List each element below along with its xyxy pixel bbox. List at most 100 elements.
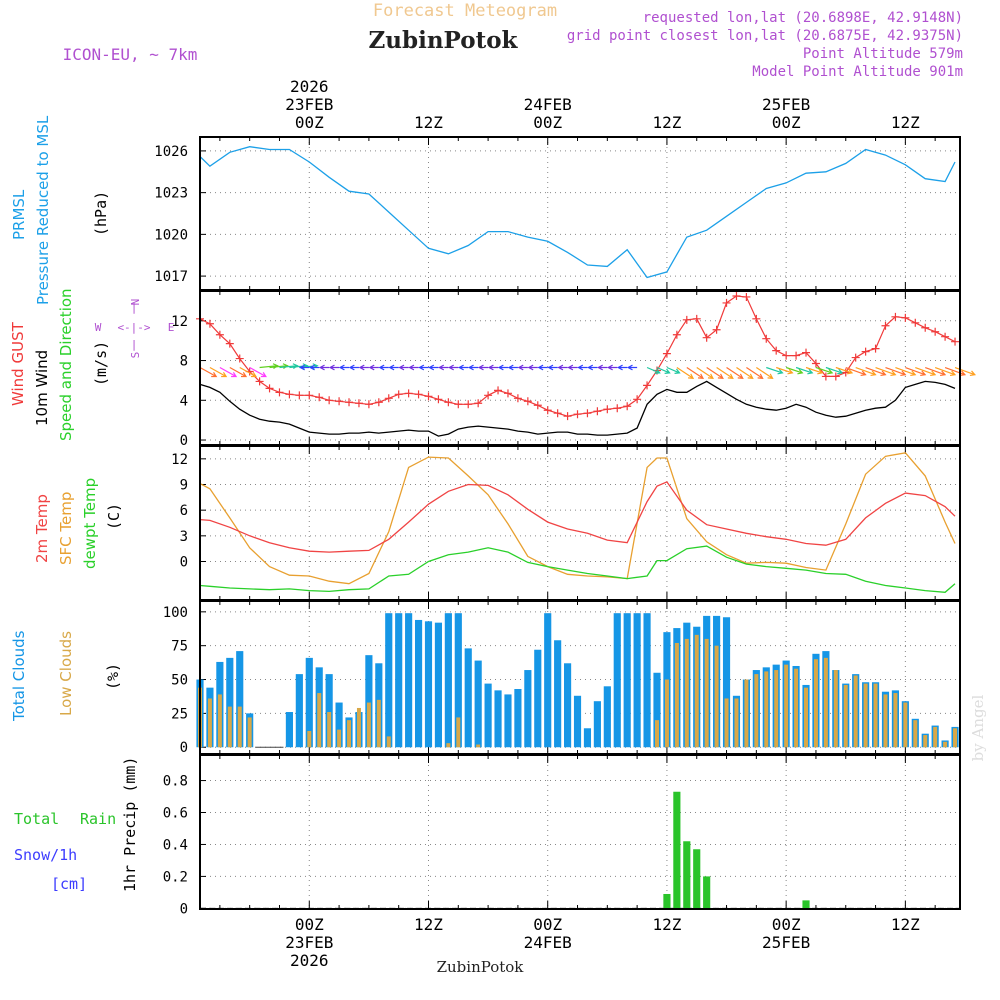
y-tick-label: 50 (171, 673, 188, 689)
wind-direction-arrow (626, 364, 638, 371)
wind-direction-arrow (567, 364, 578, 371)
low-cloud-bar (217, 694, 222, 748)
total-cloud-bar (544, 613, 552, 748)
rain-bar (683, 841, 691, 909)
low-cloud-bar (337, 729, 342, 748)
top-time-label: 12Z (891, 113, 920, 132)
wind-direction-arrow (895, 366, 917, 377)
total-cloud-bar (295, 674, 303, 748)
top-time-label: 00Z (772, 113, 801, 132)
bottom-time-label: 00Z (772, 915, 801, 934)
y-tick-label: 4 (180, 393, 188, 409)
compass-down-arrow: | (131, 338, 138, 351)
wind-gust-point (533, 401, 542, 410)
station-title: ZubinPotok (369, 27, 519, 54)
wind-gust-point (821, 372, 830, 381)
chart-panels: 1017 1020 1023 1026 0 4 8 12 0 3 6 9 12 0 25 50 75 100 0 0.… (154, 136, 977, 917)
low-cloud-bar (794, 668, 799, 748)
low-cloud-bar (744, 679, 749, 748)
wind-dir-label: Speed and Direction (57, 288, 75, 441)
low-cloud-bar (237, 706, 242, 748)
total-cloud-bar (414, 619, 423, 748)
y-tick-label: 0.6 (163, 806, 188, 822)
total-cloud-bar (554, 640, 562, 748)
wind-direction-arrow (448, 364, 459, 371)
low-cloud-bar (446, 743, 451, 748)
total-cloud-bar (583, 728, 592, 748)
total-cloud-bar (454, 613, 462, 748)
total-cloud-bar (524, 670, 532, 748)
y-tick-label: 0 (180, 433, 188, 449)
wind-gust-point (672, 330, 681, 339)
low-cloud-bar (873, 683, 878, 748)
panel-wind: 0 4 8 12 (171, 291, 977, 449)
temp-panel-labels: 2m Temp SFC Temp dewpt Temp (C) (33, 478, 123, 569)
wind-gust-point (712, 325, 721, 334)
wind-direction-arrow (378, 364, 389, 371)
bottom-time-label: 12Z (891, 915, 920, 934)
y-tick-label: 6 (180, 503, 188, 519)
bottom-time-label: 12Z (652, 915, 681, 934)
wind-direction-arrow (547, 364, 558, 371)
low-cloud-bar (307, 730, 312, 748)
top-date-label: 23FEB (285, 95, 333, 114)
total-cloud-bar (613, 613, 621, 748)
y-tick-label: 1020 (154, 227, 188, 243)
wind-gust-point (941, 332, 950, 341)
wind-direction-arrow (557, 364, 568, 371)
wind-direction-arrow (527, 364, 538, 371)
wind-gust-point (414, 390, 423, 399)
panel-temperature: 0 3 6 9 12 (171, 446, 960, 600)
wind-direction-arrow (865, 366, 887, 377)
low-cloud-bar (347, 720, 352, 748)
wind-gust-point (225, 339, 234, 348)
low-cloud-bar (853, 675, 858, 748)
y-tick-label: 0 (180, 740, 188, 756)
low-cloud-bar (823, 657, 828, 748)
wind-direction-arrow (259, 363, 279, 370)
low-cloud-bar (655, 720, 659, 748)
bottom-year-label: 2026 (290, 951, 329, 970)
panel-clouds: 0 25 50 75 100 (163, 601, 960, 756)
precip-unit-label: 1hr Precip (mm) (121, 757, 139, 892)
wind-direction-arrow (537, 364, 548, 371)
compass-w: W (95, 321, 102, 334)
wind-direction-arrow (815, 366, 834, 375)
pressure-desc-label: Pressure Reduced to MSL (34, 115, 52, 305)
compass-e: E (168, 321, 175, 334)
wind-gust-point (484, 391, 493, 400)
wind-direction-arrow (318, 364, 330, 371)
requested-coords: requested lon,lat (20.6898E, 42.9148N) (643, 10, 963, 26)
rain-bar (663, 893, 671, 909)
low-cloud-bar (684, 638, 689, 748)
rain-bar (673, 791, 681, 909)
wind-direction-arrow (209, 366, 228, 378)
rain-bar (693, 849, 701, 909)
wind-gust-point (503, 389, 512, 398)
wind-direction-arrow (726, 367, 744, 379)
wind-gust-point (444, 398, 453, 407)
wind-direction-arrow (795, 366, 814, 375)
low-cloud-bar (317, 693, 322, 748)
sfc-temp-line (199, 452, 956, 585)
wind-gust-point (752, 314, 761, 323)
wind-gust-point (603, 405, 612, 414)
wind-panel-labels: Wind GUST 10m Wind Speed and Direction (… (9, 288, 174, 441)
wind-gust-point (901, 313, 910, 322)
top-time-label: 00Z (533, 113, 562, 132)
wind-gust-point (394, 390, 403, 399)
total-cloud-bar (504, 694, 512, 748)
wind-direction-arrow (308, 364, 320, 371)
low-cloud-bar (913, 720, 918, 748)
wind-direction-arrow (885, 366, 907, 377)
low-cloud-bar (923, 735, 928, 748)
wind-direction-arrow (875, 366, 897, 377)
low-cloud-bar (804, 687, 808, 748)
t2m-label: 2m Temp (33, 494, 51, 563)
total-cloud-bar (514, 689, 522, 748)
wind-gust-point (682, 315, 691, 324)
compass-n: N (129, 299, 142, 306)
wind-direction-arrow (666, 366, 681, 374)
wind-direction-arrow (835, 366, 854, 375)
